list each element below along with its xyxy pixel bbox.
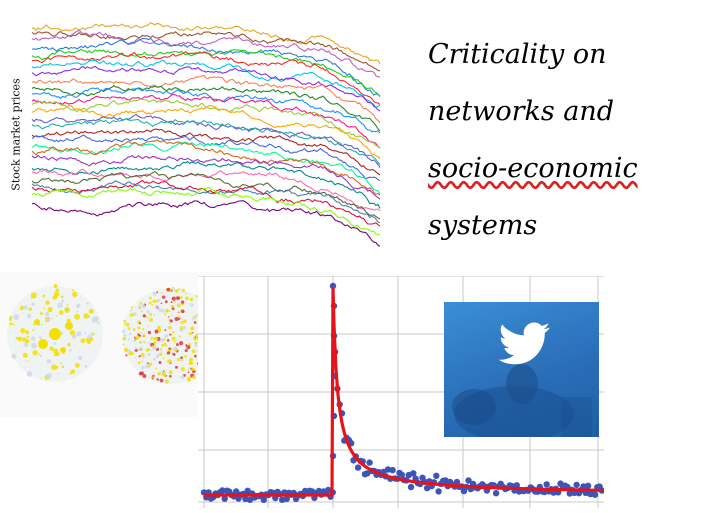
data-point	[453, 478, 461, 486]
stock-price-line	[31, 118, 381, 166]
stock-price-line	[31, 65, 381, 112]
stock-price-line	[31, 139, 381, 196]
data-point	[389, 466, 396, 474]
stock-price-line	[31, 104, 381, 160]
data-point	[366, 459, 373, 466]
data-point	[410, 470, 417, 477]
stock-price-line	[31, 21, 381, 65]
data-point	[492, 490, 500, 497]
network-snapshot-1	[7, 283, 103, 382]
twitter-bird-icon	[498, 322, 550, 365]
data-point	[219, 487, 226, 494]
stock-price-line	[31, 128, 381, 176]
stock-price-line	[31, 51, 381, 105]
stock-price-line	[31, 84, 381, 132]
data-point	[329, 282, 337, 290]
stock-price-line	[32, 87, 381, 134]
data-point	[354, 464, 362, 471]
data-point	[244, 487, 251, 494]
data-point	[465, 477, 472, 484]
data-point	[407, 483, 415, 491]
stock-price-line	[31, 30, 381, 72]
stock-price-line	[31, 93, 381, 149]
data-point	[233, 488, 240, 495]
stock-price-line	[31, 74, 381, 124]
stock-price-line	[31, 200, 381, 247]
title-line-3: socio-economic	[428, 153, 638, 184]
stock-price-line	[31, 134, 381, 182]
title-line-4: systems	[428, 210, 538, 241]
network-snapshot-2	[122, 286, 219, 384]
data-point	[573, 481, 580, 489]
stock-price-line	[31, 154, 381, 200]
title-line-1: Criticality on	[428, 39, 607, 70]
data-point	[283, 495, 290, 503]
data-point	[221, 495, 228, 502]
stock-price-line	[31, 168, 381, 212]
stock-price-line	[31, 29, 381, 78]
data-point	[433, 472, 440, 479]
data-point	[543, 481, 550, 488]
stock-prices-axis-label: Stock market prices	[9, 78, 23, 191]
stock-price-line	[31, 98, 381, 149]
stock-price-line	[31, 48, 381, 98]
twitter-scene	[452, 322, 592, 437]
data-point	[435, 488, 442, 495]
stock-price-line	[31, 179, 381, 227]
title-line-2: networks and	[428, 96, 615, 127]
stock-prices-chart	[31, 21, 381, 247]
stock-price-line	[31, 37, 381, 97]
stock-price-line	[31, 180, 381, 224]
data-point	[260, 496, 267, 503]
data-point	[584, 482, 592, 489]
fit-curve	[204, 287, 604, 497]
slide-title: Criticality on networks and socio-econom…	[428, 26, 698, 254]
data-point	[591, 491, 599, 498]
stock-price-line	[31, 186, 381, 236]
stock-price-line	[31, 170, 381, 220]
stock-price-line	[31, 59, 381, 109]
twitter-image	[444, 302, 599, 437]
data-point	[398, 471, 405, 478]
